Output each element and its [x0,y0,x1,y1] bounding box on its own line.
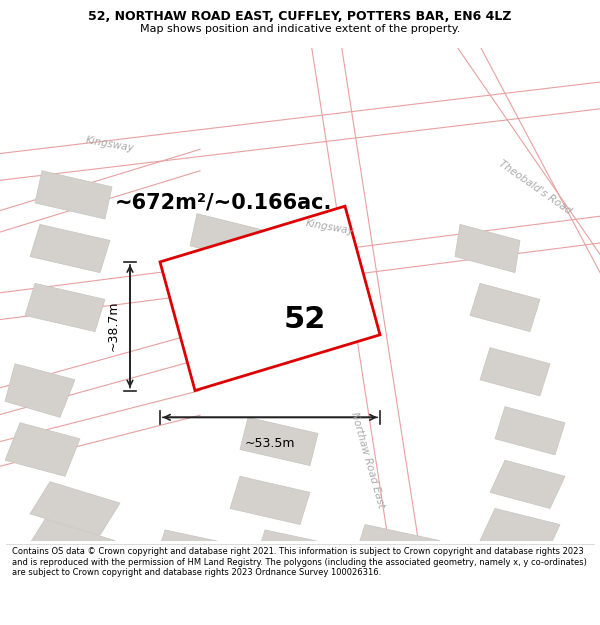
Polygon shape [190,214,262,262]
Polygon shape [470,283,540,332]
Polygon shape [480,509,560,557]
Polygon shape [30,224,110,272]
Text: Map shows position and indicative extent of the property.: Map shows position and indicative extent… [140,24,460,34]
Polygon shape [160,206,380,391]
Polygon shape [355,524,440,572]
Polygon shape [0,391,200,469]
Polygon shape [230,476,310,524]
Polygon shape [35,171,112,219]
Polygon shape [455,224,520,272]
Polygon shape [25,283,105,332]
Polygon shape [185,272,260,321]
Polygon shape [490,460,565,509]
Polygon shape [155,530,240,578]
Polygon shape [0,310,280,418]
Polygon shape [255,530,340,578]
Text: 52: 52 [284,305,326,334]
Text: Theobald's Road: Theobald's Road [497,158,573,216]
Polygon shape [5,422,80,476]
Polygon shape [30,482,120,535]
Polygon shape [5,364,75,418]
Polygon shape [495,407,565,455]
Polygon shape [0,214,600,321]
Text: ~53.5m: ~53.5m [245,437,295,449]
Text: Northaw Road East: Northaw Road East [349,411,386,509]
Polygon shape [0,149,200,235]
Text: Kingsway: Kingsway [305,218,355,237]
Polygon shape [0,79,600,181]
Polygon shape [310,37,420,551]
Polygon shape [25,519,115,572]
Text: ~38.7m: ~38.7m [107,301,120,351]
Text: Kingsway: Kingsway [85,135,135,153]
Polygon shape [450,37,600,310]
Polygon shape [240,418,318,466]
Text: Contains OS data © Crown copyright and database right 2021. This information is : Contains OS data © Crown copyright and d… [12,548,587,577]
Text: 52, NORTHAW ROAD EAST, CUFFLEY, POTTERS BAR, EN6 4LZ: 52, NORTHAW ROAD EAST, CUFFLEY, POTTERS … [88,9,512,22]
Text: ~672m²/~0.166ac.: ~672m²/~0.166ac. [115,193,332,213]
Polygon shape [480,348,550,396]
